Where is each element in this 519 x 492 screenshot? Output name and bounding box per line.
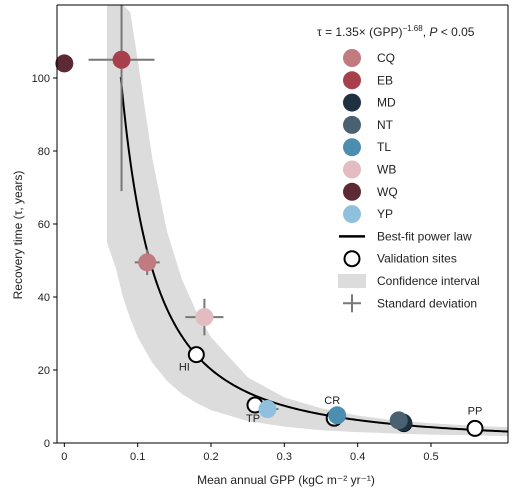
legend-label: WQ <box>377 185 398 199</box>
legend-swatch <box>343 49 361 67</box>
legend-label: YP <box>377 207 393 221</box>
formula-exponent: −1.68 <box>402 24 423 33</box>
y-tick-label: 40 <box>38 292 50 304</box>
axis-ticks: 0 0.1 0.2 0.3 0.4 0.5 0 20 40 60 80 100 <box>32 73 439 463</box>
validation-label-cr: CR <box>324 395 340 407</box>
legend-label: Confidence interval <box>377 274 480 288</box>
point-eb <box>112 50 131 69</box>
legend-item-validation: Validation sites <box>343 250 457 268</box>
validation-labels: HI TP CR PP <box>179 362 483 425</box>
legend-label: WB <box>377 163 396 177</box>
confidence-band <box>106 5 508 437</box>
legend-item-eb: EB <box>343 71 393 90</box>
point-yp <box>258 400 277 419</box>
legend-item-wb: WB <box>343 160 396 179</box>
point-nt <box>389 411 408 430</box>
x-tick-label: 0.5 <box>423 451 438 463</box>
point-wq <box>55 54 74 73</box>
legend-label: TL <box>377 140 391 154</box>
legend-label: CQ <box>377 51 395 65</box>
validation-site-pp <box>466 419 484 437</box>
x-axis-title: Mean annual GPP (kgC m⁻² yr⁻¹) <box>197 473 375 487</box>
x-tick-label: 0 <box>61 451 67 463</box>
legend-swatch <box>343 93 361 112</box>
legend-swatch <box>343 71 361 90</box>
legend-item-fit: Best-fit power law <box>339 229 472 243</box>
x-tick-label: 0.1 <box>130 451 145 463</box>
legend-item-confidence: Confidence interval <box>338 274 480 288</box>
validation-label-tp: TP <box>246 413 260 425</box>
legend-label: NT <box>377 118 394 132</box>
confidence-band-layer <box>106 5 508 437</box>
formula-p-value: < 0.05 <box>437 25 474 39</box>
legend-item-nt: NT <box>343 115 394 134</box>
formula-suffix: , <box>423 25 430 39</box>
legend-item-wq: WQ <box>343 182 398 201</box>
legend-swatch <box>343 138 361 157</box>
legend-swatch <box>343 182 361 201</box>
legend-label: EB <box>377 73 393 87</box>
legend-item-tl: TL <box>343 138 391 157</box>
x-tick-label: 0.2 <box>203 451 218 463</box>
fit-line <box>119 77 508 433</box>
validation-site-hi <box>187 346 205 364</box>
y-tick-label: 60 <box>38 219 50 231</box>
formula-prefix: τ = 1.35× (GPP) <box>317 25 402 39</box>
y-tick-label: 0 <box>44 438 50 450</box>
legend-item-cq: CQ <box>343 49 395 67</box>
formula-p-label: P <box>429 25 437 39</box>
legend-label: MD <box>377 96 396 110</box>
legend-label: Validation sites <box>377 252 457 266</box>
legend-swatch <box>343 205 361 224</box>
legend-swatch-band <box>338 274 366 288</box>
fit-formula: τ = 1.35× (GPP)−1.68, P < 0.05 <box>317 24 475 39</box>
x-tick-label: 0.3 <box>277 451 292 463</box>
legend-item-yp: YP <box>343 205 393 224</box>
data-point-layer <box>55 50 413 432</box>
legend-label: Best-fit power law <box>377 229 472 243</box>
y-tick-label: 100 <box>32 73 50 85</box>
point-tl <box>328 406 347 425</box>
point-wb <box>195 308 214 327</box>
legend: CQ EB MD NT TL WB WQ YP Best-fit power law Valida… <box>338 49 480 313</box>
legend-swatch <box>343 115 361 134</box>
legend-item-sd: Standard deviation <box>343 294 477 313</box>
y-tick-label: 20 <box>38 365 50 377</box>
x-tick-label: 0.4 <box>350 451 365 463</box>
validation-label-pp: PP <box>468 405 483 417</box>
fit-line-layer <box>119 77 508 433</box>
legend-label: Standard deviation <box>377 296 477 310</box>
y-axis-title: Recovery time (τ, years) <box>11 171 25 300</box>
legend-swatch <box>343 160 361 179</box>
point-cq <box>138 253 157 272</box>
y-tick-label: 80 <box>38 146 50 158</box>
validation-label-hi: HI <box>179 362 190 374</box>
legend-swatch-circle <box>343 250 361 268</box>
legend-item-md: MD <box>343 93 396 112</box>
